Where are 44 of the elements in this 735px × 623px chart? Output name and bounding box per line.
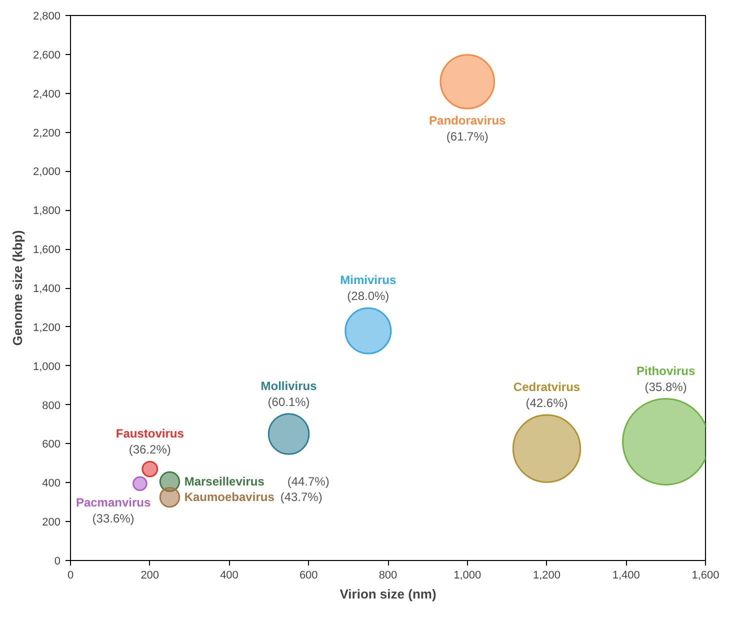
- y-tick-label: 1,800: [32, 205, 61, 218]
- y-tick-label: 800: [42, 400, 61, 412]
- y-tick-label: 1,400: [32, 283, 61, 295]
- y-tick-label: 1,600: [32, 244, 61, 256]
- annotation: (44.7%): [287, 474, 330, 489]
- annotation: (43.7%): [280, 490, 322, 504]
- y-axis-title: Genome size (kbp): [10, 230, 25, 346]
- text: Mollivirus: [260, 378, 318, 393]
- y-tick-label: 200: [42, 516, 61, 529]
- x-tick-label: 0: [67, 570, 74, 582]
- series-label: Kaumoebavirus: [184, 490, 275, 504]
- x-tick-label: 1,000: [454, 570, 482, 582]
- y-tick-label: 1,000: [32, 360, 61, 373]
- x-tick-label: 1,200: [532, 570, 561, 582]
- annotation: (33.6%): [92, 511, 134, 526]
- y-tick-label: 2,600: [32, 49, 61, 62]
- y-tick-label: 400: [42, 478, 61, 490]
- annotation: (60.1%): [268, 394, 310, 409]
- x-tick-label: 200: [140, 570, 160, 582]
- x-tick-label: 400: [220, 570, 238, 582]
- y-tick-label: 2,200: [32, 127, 61, 140]
- text: Mimivirus: [340, 273, 396, 288]
- text: Faustovirus: [116, 426, 184, 441]
- annotation: (36.2%): [128, 442, 171, 457]
- x-tick-label: 1,400: [612, 570, 640, 582]
- series-label: Pacmanvirus: [76, 495, 151, 510]
- annotation: (28.0%): [347, 289, 390, 304]
- x-tick-label: 800: [378, 570, 398, 582]
- text: Pithovirus: [636, 364, 696, 378]
- annotation: (35.8%): [644, 380, 687, 394]
- x-axis-title: Virion size (nm): [340, 586, 436, 602]
- y-tick-label: 2,800: [32, 10, 61, 22]
- series-label: Pandoravirus: [429, 114, 506, 128]
- y-tick-label: 2,400: [32, 88, 61, 100]
- annotation: (61.7%): [446, 130, 488, 144]
- annotation: (42.6%): [526, 396, 568, 410]
- text: Cedratvirus: [513, 380, 580, 394]
- x-tick-label: 600: [299, 570, 318, 582]
- y-tick-label: 2,000: [32, 166, 61, 178]
- x-tick-label: 1,600: [692, 570, 720, 582]
- y-tick-label: 600: [42, 438, 61, 451]
- series-label: Marseillevirus: [184, 474, 265, 489]
- y-tick-label: 0: [54, 556, 61, 568]
- y-tick-label: 1,200: [32, 322, 61, 334]
